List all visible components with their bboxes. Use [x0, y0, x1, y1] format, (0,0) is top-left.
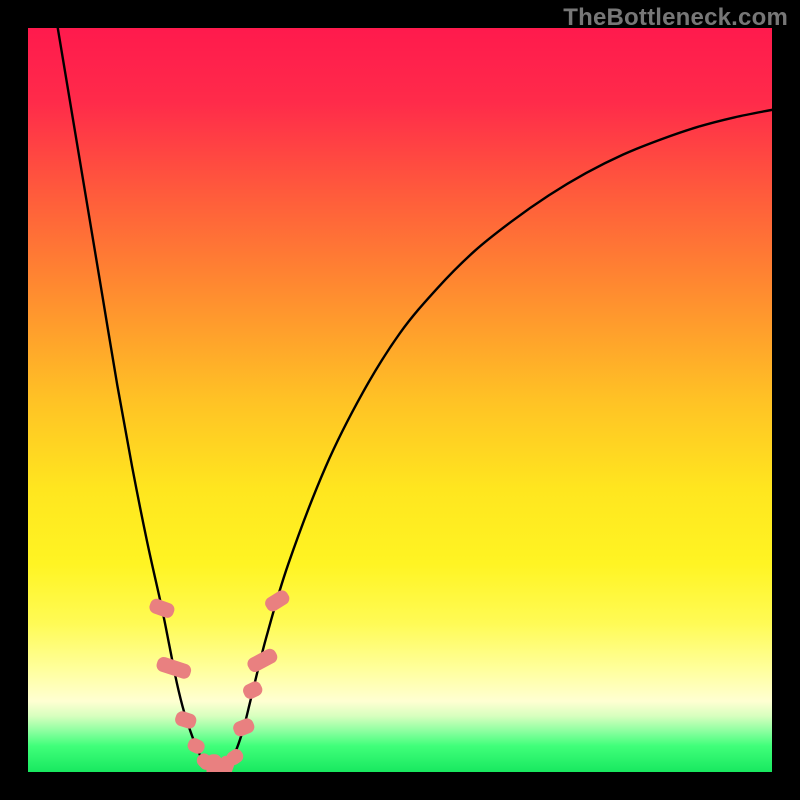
bottleneck-curve-chart — [0, 0, 800, 800]
watermark-text: TheBottleneck.com — [563, 4, 788, 32]
chart-frame: TheBottleneck.com — [0, 0, 800, 800]
